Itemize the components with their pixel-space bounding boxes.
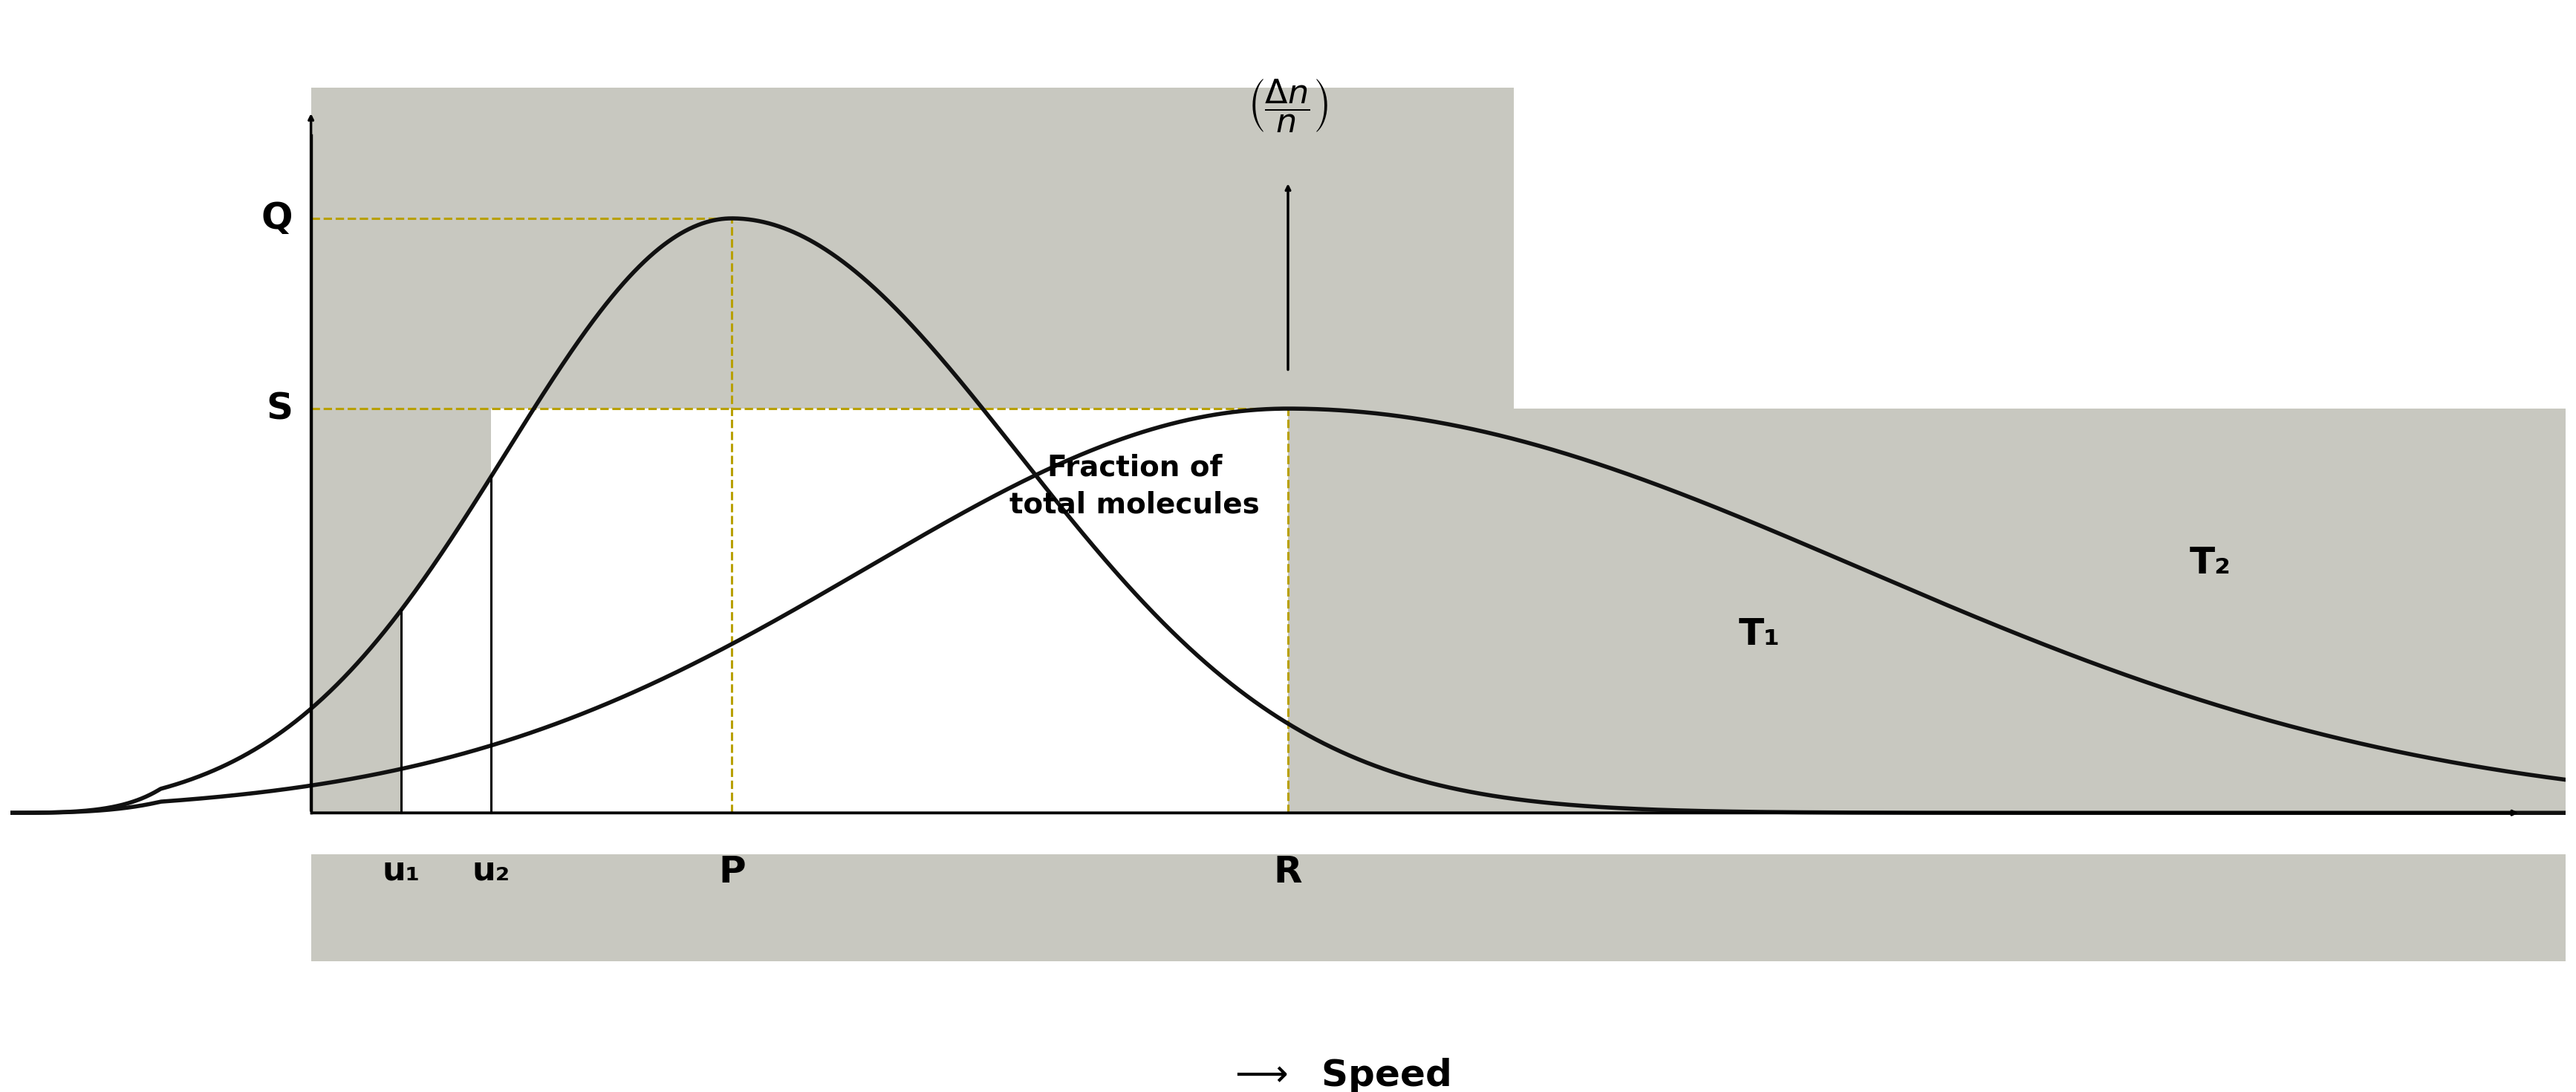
Text: $\left(\dfrac{\Delta n}{n}\right)$: $\left(\dfrac{\Delta n}{n}\right)$ [1247, 76, 1329, 134]
Bar [732, 408, 2566, 812]
Bar [732, 87, 1515, 408]
Text: Q: Q [260, 201, 294, 236]
Bar [312, 87, 492, 812]
Text: R: R [1273, 854, 1303, 890]
Text: Fraction of
total molecules: Fraction of total molecules [1010, 453, 1260, 519]
Text: T₂: T₂ [2190, 545, 2231, 581]
Bar [732, 408, 1288, 812]
Text: S: S [265, 391, 294, 427]
Bar [492, 87, 732, 408]
Text: u₁: u₁ [381, 854, 420, 887]
Text: $\longrightarrow$  Speed: $\longrightarrow$ Speed [1229, 1056, 1450, 1092]
Bar [312, 854, 2566, 961]
Text: T₁: T₁ [1739, 617, 1780, 652]
Text: P: P [719, 854, 744, 890]
Text: u₂: u₂ [471, 854, 510, 887]
